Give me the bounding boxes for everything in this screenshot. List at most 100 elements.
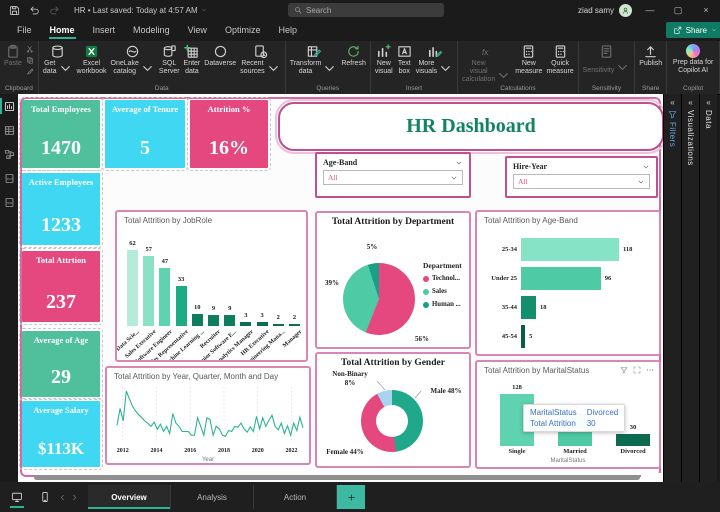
bar-engineering-mana[interactable] xyxy=(272,323,284,326)
visual-gender[interactable]: Total Attrition by Gender Non-Binary 8% Mal… xyxy=(315,352,471,468)
recent-sources-button[interactable]: Recent sources xyxy=(238,42,283,76)
sql-server-button[interactable]: SQL Server xyxy=(157,42,182,76)
kpi-card-total-attrtion[interactable]: Total Attrtion 237 xyxy=(19,248,103,325)
donut-shape[interactable] xyxy=(361,390,423,452)
redo-icon[interactable] xyxy=(49,5,60,16)
legend-item[interactable]: Technol... xyxy=(423,275,462,282)
transform-data-button[interactable]: Transform data xyxy=(288,42,340,76)
panel-strip-visualizations[interactable]: « Visualizations xyxy=(681,94,699,482)
bar-recruiter[interactable] xyxy=(208,314,219,326)
get-data-button[interactable]: Get data xyxy=(41,42,75,76)
user-area[interactable]: ziad samy xyxy=(578,0,632,20)
panel-strip-data[interactable]: « Data xyxy=(699,94,717,482)
dashboard-title-visual[interactable]: HR Dashboard xyxy=(275,99,667,154)
next-page-icon[interactable] xyxy=(68,489,80,505)
minimize-button[interactable]: — xyxy=(645,5,655,15)
undo-icon[interactable] xyxy=(29,5,40,16)
bar-hr-executive[interactable] xyxy=(256,322,268,326)
visual-ageband[interactable]: Total Attrition by Age-Band 25-34 118 Under… xyxy=(475,210,661,356)
expand-panel-icon[interactable]: « xyxy=(670,98,675,107)
prep-data-for-copilot-ai-button[interactable]: Prep data for Copilot AI xyxy=(669,42,717,75)
onelake-catalog-button[interactable]: OneLake catalog xyxy=(109,42,157,76)
previous-page-icon[interactable] xyxy=(56,489,68,505)
tab-action[interactable]: Action xyxy=(254,485,337,509)
share-button[interactable]: Share xyxy=(665,22,720,38)
save-icon[interactable] xyxy=(9,5,20,16)
more-options-icon[interactable] xyxy=(646,366,654,374)
quick-measure-button[interactable]: Quick measure xyxy=(544,42,575,76)
line-chart-plot[interactable] xyxy=(113,385,307,447)
expand-panel-icon[interactable]: « xyxy=(688,98,693,107)
bar-under-25[interactable] xyxy=(521,267,601,290)
visual-jobrole[interactable]: Total Attrition by JobRole 62 Data Scie...… xyxy=(115,210,308,362)
menu-item-help[interactable]: Help xyxy=(278,25,297,35)
text-box-button[interactable]: Text box xyxy=(395,42,414,76)
menu-item-file[interactable]: File xyxy=(17,25,32,35)
visual-department[interactable]: Total Attrition by Department 56% 39% 5% Dep… xyxy=(315,211,471,349)
menu-item-view[interactable]: View xyxy=(187,25,207,35)
bar-sales-representative[interactable] xyxy=(175,285,187,326)
dax-query-view-icon[interactable]: DAX xyxy=(0,166,18,190)
filter-icon[interactable] xyxy=(620,366,628,374)
menu-item-insert[interactable]: Insert xyxy=(92,25,116,35)
visual-timeline[interactable]: Total Attrition by Year, Quarter, Month … xyxy=(105,366,311,465)
kpi-card-attrition[interactable]: Attrition % 16% xyxy=(187,97,271,171)
legend-item[interactable]: Sales xyxy=(423,288,462,295)
more-visuals-button[interactable]: More visuals xyxy=(414,42,455,76)
slicer-dropdown[interactable]: All xyxy=(513,174,650,189)
dataverse-button[interactable]: Dataverse xyxy=(202,42,238,68)
visual-marital[interactable]: Total Attrition by MaritalStatus 128 Singl… xyxy=(475,360,661,469)
publish-button[interactable]: Publish xyxy=(637,42,664,68)
refresh-button[interactable]: Refresh xyxy=(339,42,368,68)
bar-machine-learning[interactable] xyxy=(191,313,203,326)
expand-panel-icon[interactable]: « xyxy=(706,98,711,107)
kpi-value: 237 xyxy=(46,291,76,313)
bar-analytics-manager[interactable] xyxy=(240,322,252,326)
tab-analysis[interactable]: Analysis xyxy=(171,485,254,509)
focus-mode-icon[interactable] xyxy=(633,366,641,374)
new-measure-button[interactable]: New measure xyxy=(513,42,544,76)
bar-25-34[interactable] xyxy=(521,238,619,261)
bar-software-engineer[interactable] xyxy=(159,268,171,326)
desktop-layout-icon[interactable] xyxy=(6,486,28,508)
bar-sales-executive[interactable] xyxy=(143,256,155,326)
close-button[interactable]: × xyxy=(703,5,709,15)
new-visual-button[interactable]: New visual xyxy=(373,42,395,76)
avatar[interactable] xyxy=(619,3,632,17)
kpi-card-active-employees[interactable]: Active Employees 1233 xyxy=(19,170,103,248)
kpi-card-average-salary[interactable]: Average Salary $113K xyxy=(19,398,103,470)
ribbon-group-share: Publish Share xyxy=(635,41,668,94)
slicer-age-band[interactable]: Age-Band All xyxy=(315,152,471,198)
pie-shape[interactable] xyxy=(343,263,415,335)
bar-data-scie[interactable] xyxy=(127,250,138,326)
maximize-button[interactable]: ▢ xyxy=(673,4,683,15)
report-canvas[interactable]: HR Dashboard Total Employees 1470 Active E… xyxy=(18,94,667,482)
kpi-card-average-of-age[interactable]: Average of Age 29 xyxy=(19,328,103,400)
legend-item[interactable]: Human ... xyxy=(423,301,462,308)
bar-senior-software-e[interactable] xyxy=(224,314,236,326)
menu-item-optimize[interactable]: Optimize xyxy=(224,25,261,35)
enter-data-button[interactable]: Enter data xyxy=(182,42,203,76)
menu-item-home[interactable]: Home xyxy=(41,22,84,39)
document-title[interactable]: HR • Last saved: Today at 4:57 AM xyxy=(74,6,207,15)
canvas-horizontal-scrollbar[interactable] xyxy=(34,475,640,480)
mobile-layout-icon[interactable] xyxy=(34,486,56,508)
search-input[interactable]: Search xyxy=(288,3,444,17)
slicer-dropdown[interactable]: All xyxy=(323,170,463,185)
model-view-icon[interactable] xyxy=(0,142,18,166)
report-view-icon[interactable] xyxy=(0,94,18,118)
kpi-card-average-of-tenure[interactable]: Average of Tenure 5 xyxy=(102,97,188,171)
panel-strip-filters[interactable]: « Filters xyxy=(663,94,681,482)
slicer-hire-year[interactable]: Hire-Year All xyxy=(505,156,658,198)
bar-45-54[interactable] xyxy=(521,325,526,348)
kpi-card-total-employees[interactable]: Total Employees 1470 xyxy=(19,97,103,171)
menu-item-modeling[interactable]: Modeling xyxy=(133,25,170,35)
tab-overview[interactable]: Overview xyxy=(88,485,171,509)
new-page-button[interactable] xyxy=(337,485,365,509)
bar-manager[interactable] xyxy=(289,323,300,326)
bar-divorced[interactable] xyxy=(616,433,650,446)
table-view-icon[interactable] xyxy=(0,118,18,142)
excel-workbook-button[interactable]: Excel workbook xyxy=(75,42,109,76)
tmdl-view-icon[interactable]: TMDL xyxy=(0,190,18,214)
bar-35-44[interactable] xyxy=(521,296,536,319)
